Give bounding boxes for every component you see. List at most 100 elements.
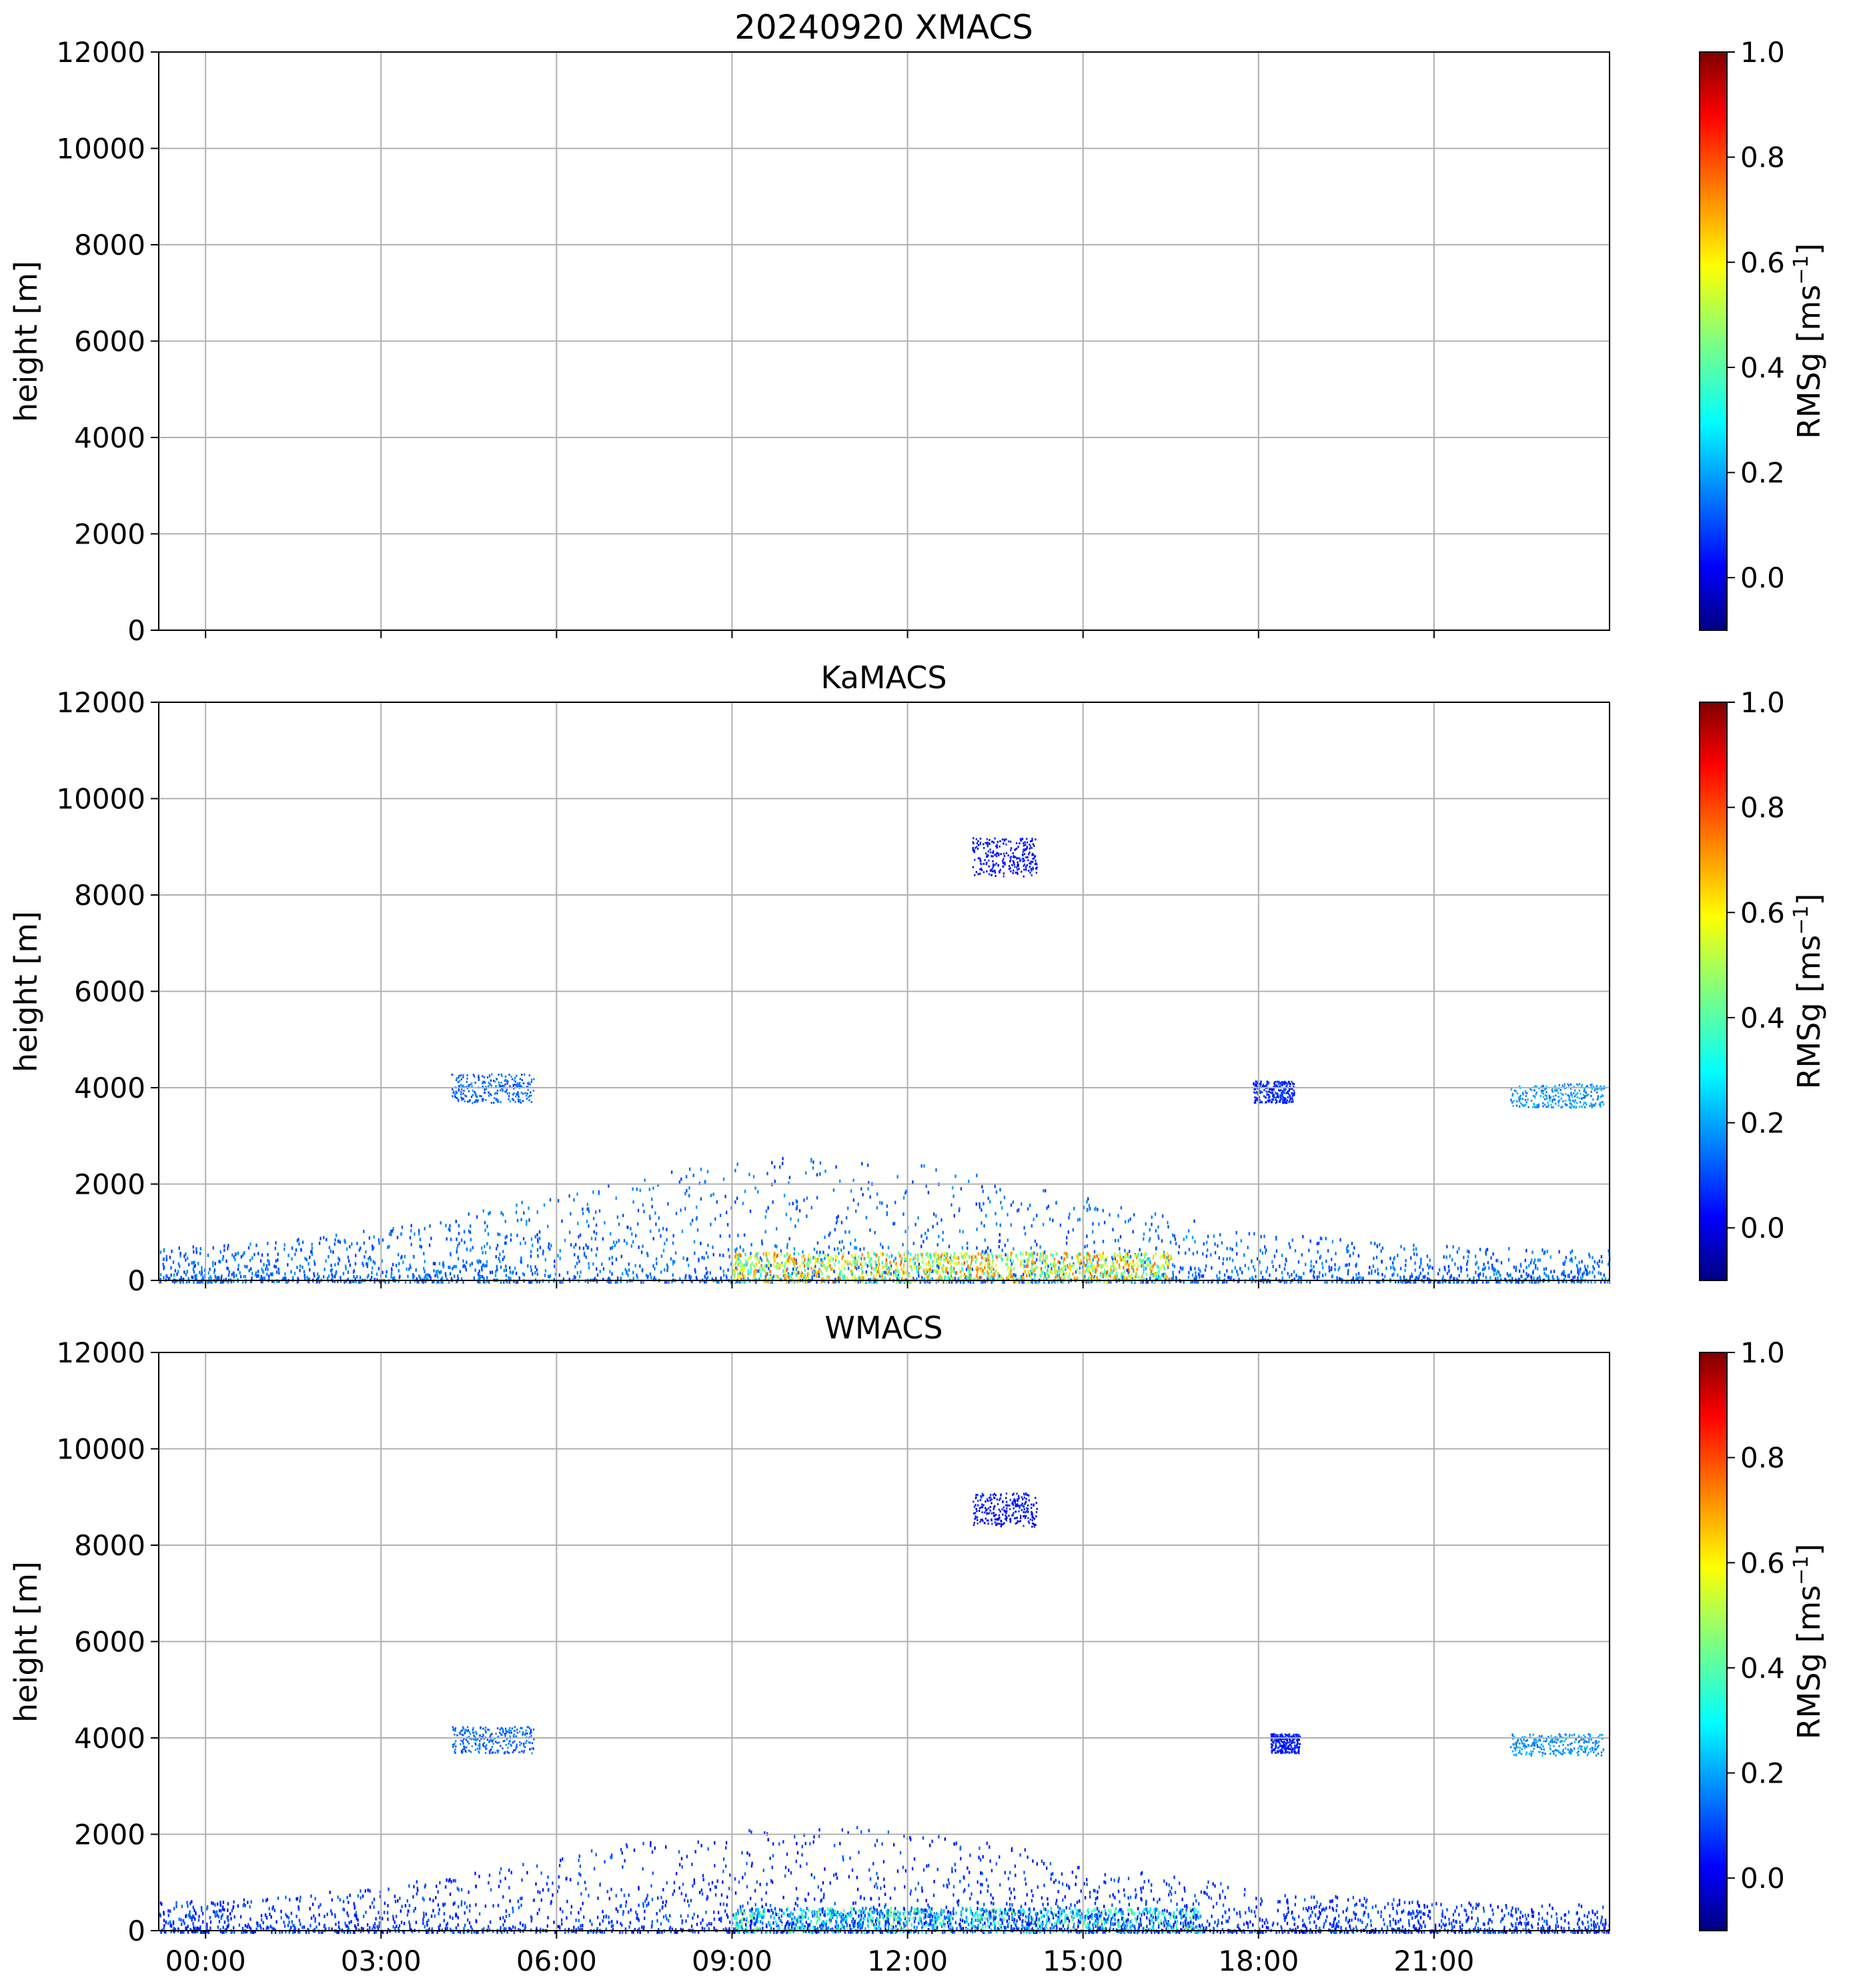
data-cell — [1077, 1258, 1079, 1262]
data-cell — [1203, 1280, 1205, 1284]
data-cell — [1030, 1274, 1032, 1278]
data-cell — [1193, 1277, 1195, 1281]
data-cell — [976, 1174, 978, 1178]
data-cell — [284, 1276, 286, 1280]
data-cell — [496, 1089, 499, 1092]
data-cell — [1016, 848, 1018, 850]
data-cell — [1117, 1214, 1119, 1218]
y-tick-label: 4000 — [74, 421, 145, 454]
data-cell — [486, 1264, 488, 1268]
data-cell — [870, 1266, 873, 1270]
data-cell — [886, 1262, 888, 1266]
data-cell — [984, 1280, 987, 1284]
data-cell — [743, 1274, 746, 1278]
data-cell — [527, 1086, 529, 1088]
data-cell — [854, 1274, 856, 1278]
data-cell — [1449, 1254, 1451, 1258]
data-cell — [995, 875, 997, 878]
colorbar-tick-label: 0.8 — [1740, 792, 1785, 824]
data-cell — [742, 1266, 744, 1269]
data-cell — [873, 1252, 876, 1256]
data-cell — [728, 1234, 730, 1238]
data-cell — [913, 1262, 915, 1266]
data-cell — [660, 1234, 662, 1238]
data-cell — [839, 1270, 841, 1274]
data-cell — [813, 1273, 815, 1277]
data-cell — [973, 849, 975, 852]
data-cell — [1089, 1269, 1091, 1273]
data-cell — [799, 1264, 801, 1268]
data-cell — [1391, 1261, 1394, 1265]
data-cell — [523, 1211, 525, 1215]
data-cell — [1195, 1271, 1197, 1275]
data-cell — [578, 1235, 580, 1238]
data-cell — [908, 1260, 910, 1264]
data-cell — [1326, 1280, 1328, 1284]
data-cell — [478, 1273, 480, 1277]
data-cell — [737, 1275, 739, 1279]
data-cell — [1031, 1267, 1033, 1271]
data-cell — [963, 1261, 966, 1265]
data-cell — [776, 1253, 778, 1257]
data-cell — [1525, 1095, 1527, 1097]
data-cell — [227, 1246, 229, 1250]
data-cell — [577, 1222, 579, 1225]
data-cell — [1035, 862, 1037, 864]
data-cell — [733, 1277, 735, 1281]
data-cell — [868, 1260, 870, 1264]
data-cell — [528, 1096, 530, 1098]
data-cell — [986, 843, 989, 846]
data-cell — [836, 1277, 838, 1281]
data-cell — [739, 1268, 742, 1272]
data-cell — [445, 1274, 447, 1278]
data-cell — [489, 1270, 492, 1274]
data-cell — [1143, 1276, 1145, 1280]
data-cell — [1562, 1105, 1564, 1108]
data-cell — [296, 1238, 298, 1242]
data-cell — [653, 1276, 656, 1280]
data-cell — [983, 871, 985, 874]
data-cell — [1395, 1280, 1397, 1284]
data-cell — [574, 1252, 576, 1256]
data-cell — [1195, 1275, 1197, 1278]
data-cell — [903, 1252, 905, 1256]
data-cell — [1319, 1254, 1322, 1258]
data-cell — [1443, 1255, 1445, 1259]
data-cell — [1150, 1271, 1152, 1275]
data-cell — [511, 1078, 514, 1080]
data-cell — [493, 1102, 495, 1104]
data-cell — [946, 1280, 948, 1284]
data-cell — [1001, 1280, 1004, 1284]
data-cell — [642, 1280, 644, 1284]
data-cell — [842, 1277, 844, 1281]
data-cell — [768, 1280, 771, 1284]
data-cell — [517, 1091, 519, 1094]
data-cell — [513, 1092, 515, 1094]
data-cell — [1029, 847, 1031, 850]
data-cell — [1266, 1266, 1269, 1270]
data-cell — [652, 1264, 654, 1268]
data-cell — [1028, 1259, 1030, 1263]
data-cell — [1533, 1106, 1536, 1108]
data-cell — [854, 1253, 856, 1257]
data-cell — [672, 1273, 674, 1277]
data-cell — [1317, 1250, 1319, 1254]
data-cell — [1025, 856, 1027, 859]
data-cell — [484, 1220, 486, 1224]
data-cell — [1555, 1102, 1557, 1105]
data-cell — [854, 1256, 856, 1260]
data-cell — [1525, 1272, 1527, 1276]
data-cell — [1167, 1220, 1169, 1224]
data-cell — [973, 1254, 975, 1258]
data-cell — [215, 1276, 217, 1280]
data-cell — [547, 1274, 550, 1278]
data-cell — [742, 1268, 744, 1272]
data-cell — [501, 1084, 504, 1087]
data-cell — [734, 1274, 736, 1278]
data-cell — [754, 1186, 756, 1190]
data-cell — [274, 1246, 276, 1250]
data-cell — [1029, 843, 1031, 846]
data-cell — [554, 1264, 556, 1268]
data-cell — [1267, 1100, 1269, 1102]
data-cell — [1574, 1275, 1576, 1279]
